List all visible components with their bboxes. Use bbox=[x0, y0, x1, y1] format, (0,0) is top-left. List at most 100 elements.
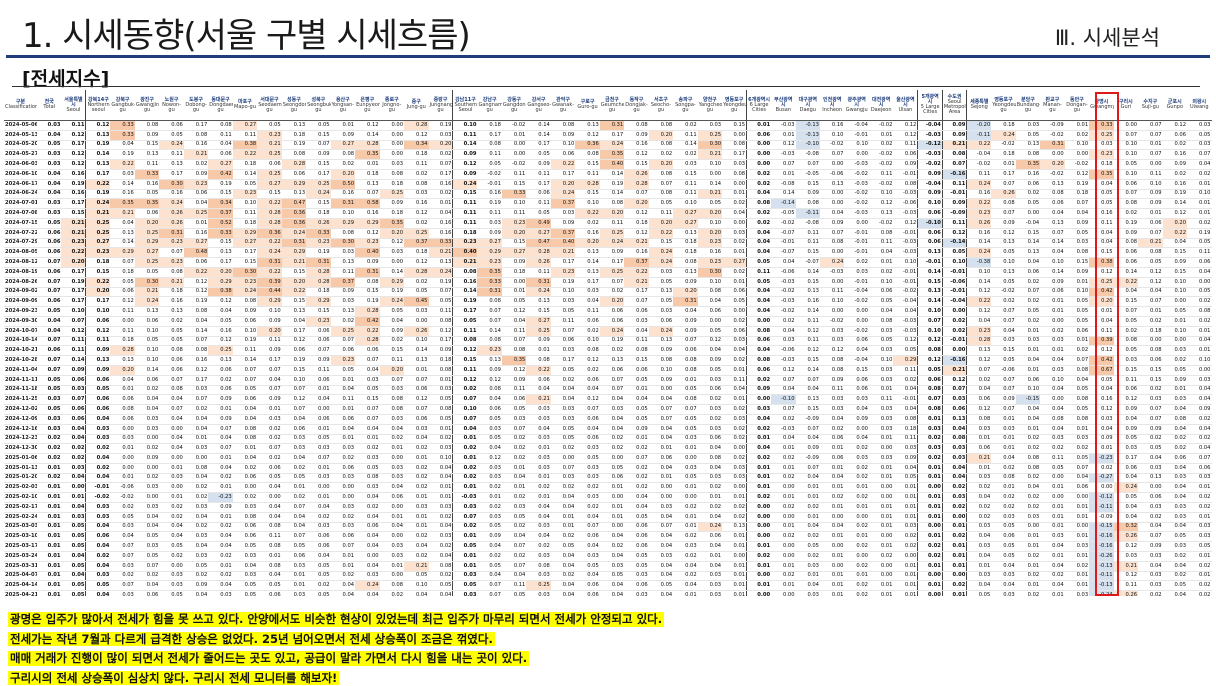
table-cell: 0.03 bbox=[428, 531, 453, 543]
table-cell: 0.01 bbox=[1064, 277, 1090, 288]
row-date: 2024-10-28 bbox=[4, 355, 37, 366]
table-cell: 0.20 bbox=[1089, 296, 1114, 308]
table-cell: 0.12 bbox=[404, 208, 429, 219]
table-cell: 0.19 bbox=[61, 179, 86, 190]
table-cell: 0.01 bbox=[820, 590, 845, 596]
table-cell: 0.04 bbox=[697, 443, 723, 455]
table-cell: 0.03 bbox=[477, 424, 502, 435]
table-cell: 0.07 bbox=[1138, 296, 1163, 308]
table-cell: 0.05 bbox=[526, 149, 551, 161]
table-cell: 0.18 bbox=[1064, 189, 1090, 200]
table-cell: 0.05 bbox=[428, 414, 453, 425]
table-cell: 0.14 bbox=[85, 149, 111, 161]
table-cell: 0.03 bbox=[526, 404, 551, 415]
table-cell: 0.16 bbox=[697, 247, 723, 259]
table-cell: 0.12 bbox=[404, 394, 429, 406]
table-cell: 0.00 bbox=[159, 453, 184, 464]
table-cell: 0.01 bbox=[1064, 531, 1090, 543]
table-cell: 0.03 bbox=[991, 336, 1016, 347]
table-cell: 0.04 bbox=[37, 179, 62, 190]
table-cell: 0.21 bbox=[697, 189, 723, 200]
table-cell: 0.04 bbox=[673, 306, 698, 317]
table-cell: 0.00 bbox=[379, 130, 405, 141]
table-cell: 0.02 bbox=[771, 571, 796, 582]
table-cell: 0.01 bbox=[1211, 561, 1212, 572]
table-cell: 0.02 bbox=[1211, 473, 1212, 484]
table-cell: 0.03 bbox=[722, 228, 747, 239]
table-cell: 0.01 bbox=[722, 365, 747, 376]
table-cell: 0.03 bbox=[477, 512, 502, 523]
table-cell: 0.04 bbox=[159, 443, 184, 455]
table-cell: 0.04 bbox=[624, 394, 649, 406]
table-cell: 0.22 bbox=[966, 140, 992, 151]
table-cell: 0.02 bbox=[746, 424, 772, 435]
table-cell: 0.06 bbox=[1015, 179, 1041, 190]
table-cell: 0.01 bbox=[1064, 502, 1090, 513]
table-cell: 0.02 bbox=[330, 159, 356, 170]
table-cell: 0.03 bbox=[624, 590, 649, 596]
table-cell: 0.28 bbox=[355, 306, 380, 317]
table-cell: 0.45 bbox=[404, 296, 429, 308]
table-cell: 0.05 bbox=[1089, 375, 1114, 386]
table-cell: 0.00 bbox=[1064, 522, 1090, 533]
table-cell: 0.01 bbox=[477, 492, 502, 504]
table-cell: 0.26 bbox=[966, 218, 992, 229]
table-cell: 0.02 bbox=[575, 218, 600, 229]
table-cell: 0.00 bbox=[820, 198, 845, 210]
table-cell: 0.01 bbox=[697, 492, 723, 504]
table-cell: 0.09 bbox=[257, 316, 282, 327]
table-cell: 0.05 bbox=[37, 404, 62, 415]
table-cell: 0.15 bbox=[795, 355, 820, 366]
table-cell: 0.01 bbox=[1064, 336, 1090, 347]
table-cell: 0.18 bbox=[428, 355, 453, 366]
table-cell: 0.07 bbox=[1064, 463, 1090, 474]
table-cell: 0.01 bbox=[673, 443, 698, 455]
table-cell: 0.02 bbox=[746, 492, 772, 504]
table-cell: 0.00 bbox=[844, 218, 869, 229]
table-cell: 0.06 bbox=[624, 306, 649, 317]
table-cell: 0.08 bbox=[330, 228, 356, 239]
table-cell: 0.09 bbox=[624, 424, 649, 435]
table-cell: 0.05 bbox=[795, 541, 820, 553]
table-cell: -0.06 bbox=[893, 198, 918, 210]
table-cell: 0.01 bbox=[917, 414, 943, 425]
table-cell: 0.06 bbox=[330, 345, 356, 357]
table-cell: 0.02 bbox=[501, 522, 527, 533]
table-row: 2024-10-21 0.06 0.11 0.09 0.28 0.10 0.08 0.08 0.… bbox=[4, 345, 1212, 357]
table-cell: 0.01 bbox=[330, 434, 356, 445]
table-cell: 0.14 bbox=[404, 345, 429, 357]
table-cell: 0.00 bbox=[355, 551, 380, 562]
table-cell: 0.10 bbox=[1064, 287, 1090, 298]
column-header: 수지구 Suji-gu bbox=[1138, 90, 1163, 121]
table-cell: 0.10 bbox=[428, 453, 453, 464]
table-cell: 0.02 bbox=[1162, 571, 1188, 582]
table-cell: 0.05 bbox=[893, 473, 918, 484]
table-cell: 0.06 bbox=[306, 375, 331, 386]
table-cell: 0.15 bbox=[306, 198, 331, 210]
table-cell: 0.02 bbox=[159, 551, 184, 562]
table-cell: -0.02 bbox=[501, 120, 527, 131]
table-cell: 0.03 bbox=[1015, 336, 1041, 347]
table-cell: 0.14 bbox=[110, 179, 135, 190]
table-cell: 0.11 bbox=[1040, 453, 1065, 464]
table-cell: 0.07 bbox=[281, 531, 307, 543]
table-cell: 0.07 bbox=[477, 580, 502, 592]
table-cell: 0.14 bbox=[599, 169, 625, 180]
table-cell: 0.03 bbox=[1138, 502, 1163, 513]
table-cell: 0.09 bbox=[501, 257, 527, 268]
table-cell: 0.03 bbox=[428, 502, 453, 513]
table-cell: 0.01 bbox=[746, 463, 772, 474]
table-cell: 0.24 bbox=[648, 247, 674, 259]
table-cell: 0.08 bbox=[355, 277, 380, 288]
note-line: 구리시의 전세 상승폭이 심상치 않다. 구리시 전세 모니터를 해보자! bbox=[8, 670, 340, 685]
table-cell: 0.17 bbox=[599, 257, 625, 268]
table-cell: 0.03 bbox=[330, 296, 356, 308]
table-cell: 0.07 bbox=[550, 463, 576, 474]
table-row: 2024-10-14 0.07 0.11 0.11 0.18 0.05 0.05 0.07 0.… bbox=[4, 336, 1212, 347]
table-cell: 0.13 bbox=[722, 522, 747, 533]
table-cell: 0.15 bbox=[1162, 267, 1188, 278]
table-cell: 0.15 bbox=[1015, 228, 1041, 239]
table-cell: 0.31 bbox=[355, 267, 380, 278]
table-cell: 0.02 bbox=[404, 531, 429, 543]
table-cell: 0.01 bbox=[771, 463, 796, 474]
